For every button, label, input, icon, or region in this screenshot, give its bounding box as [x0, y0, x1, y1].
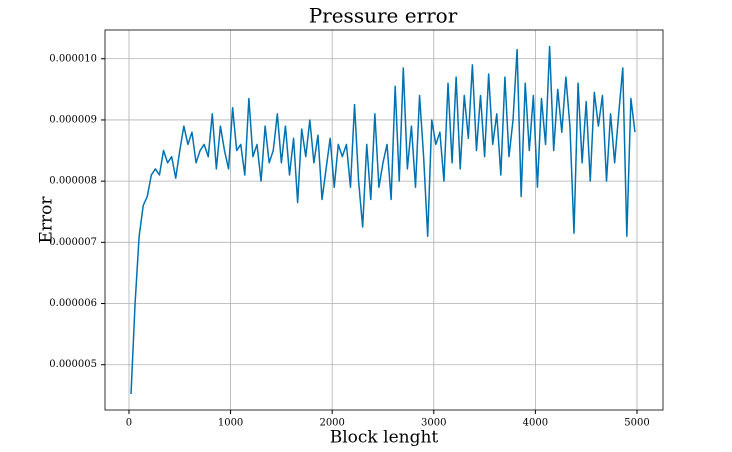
- x-axis-label: Block lenght: [330, 428, 439, 448]
- x-tick-label: 2000: [319, 418, 344, 429]
- y-tick-label: 0.000008: [49, 176, 97, 187]
- x-tick-label: 3000: [421, 418, 446, 429]
- x-tick-label: 5000: [624, 418, 649, 429]
- data-line: [130, 45, 636, 395]
- y-tick-label: 0.000010: [49, 53, 97, 64]
- y-axis-label: Error: [37, 196, 57, 244]
- y-tick-label: 0.000007: [49, 237, 97, 248]
- x-tick-label: 4000: [523, 418, 548, 429]
- chart-title: Pressure error: [309, 4, 458, 28]
- x-tick-label: 0: [126, 418, 132, 429]
- plot-frame: [104, 29, 664, 411]
- y-tick-label: 0.000005: [49, 359, 97, 370]
- y-tick-label: 0.000006: [49, 298, 97, 309]
- y-tick-label: 0.000009: [49, 114, 97, 125]
- x-tick-label: 1000: [218, 418, 243, 429]
